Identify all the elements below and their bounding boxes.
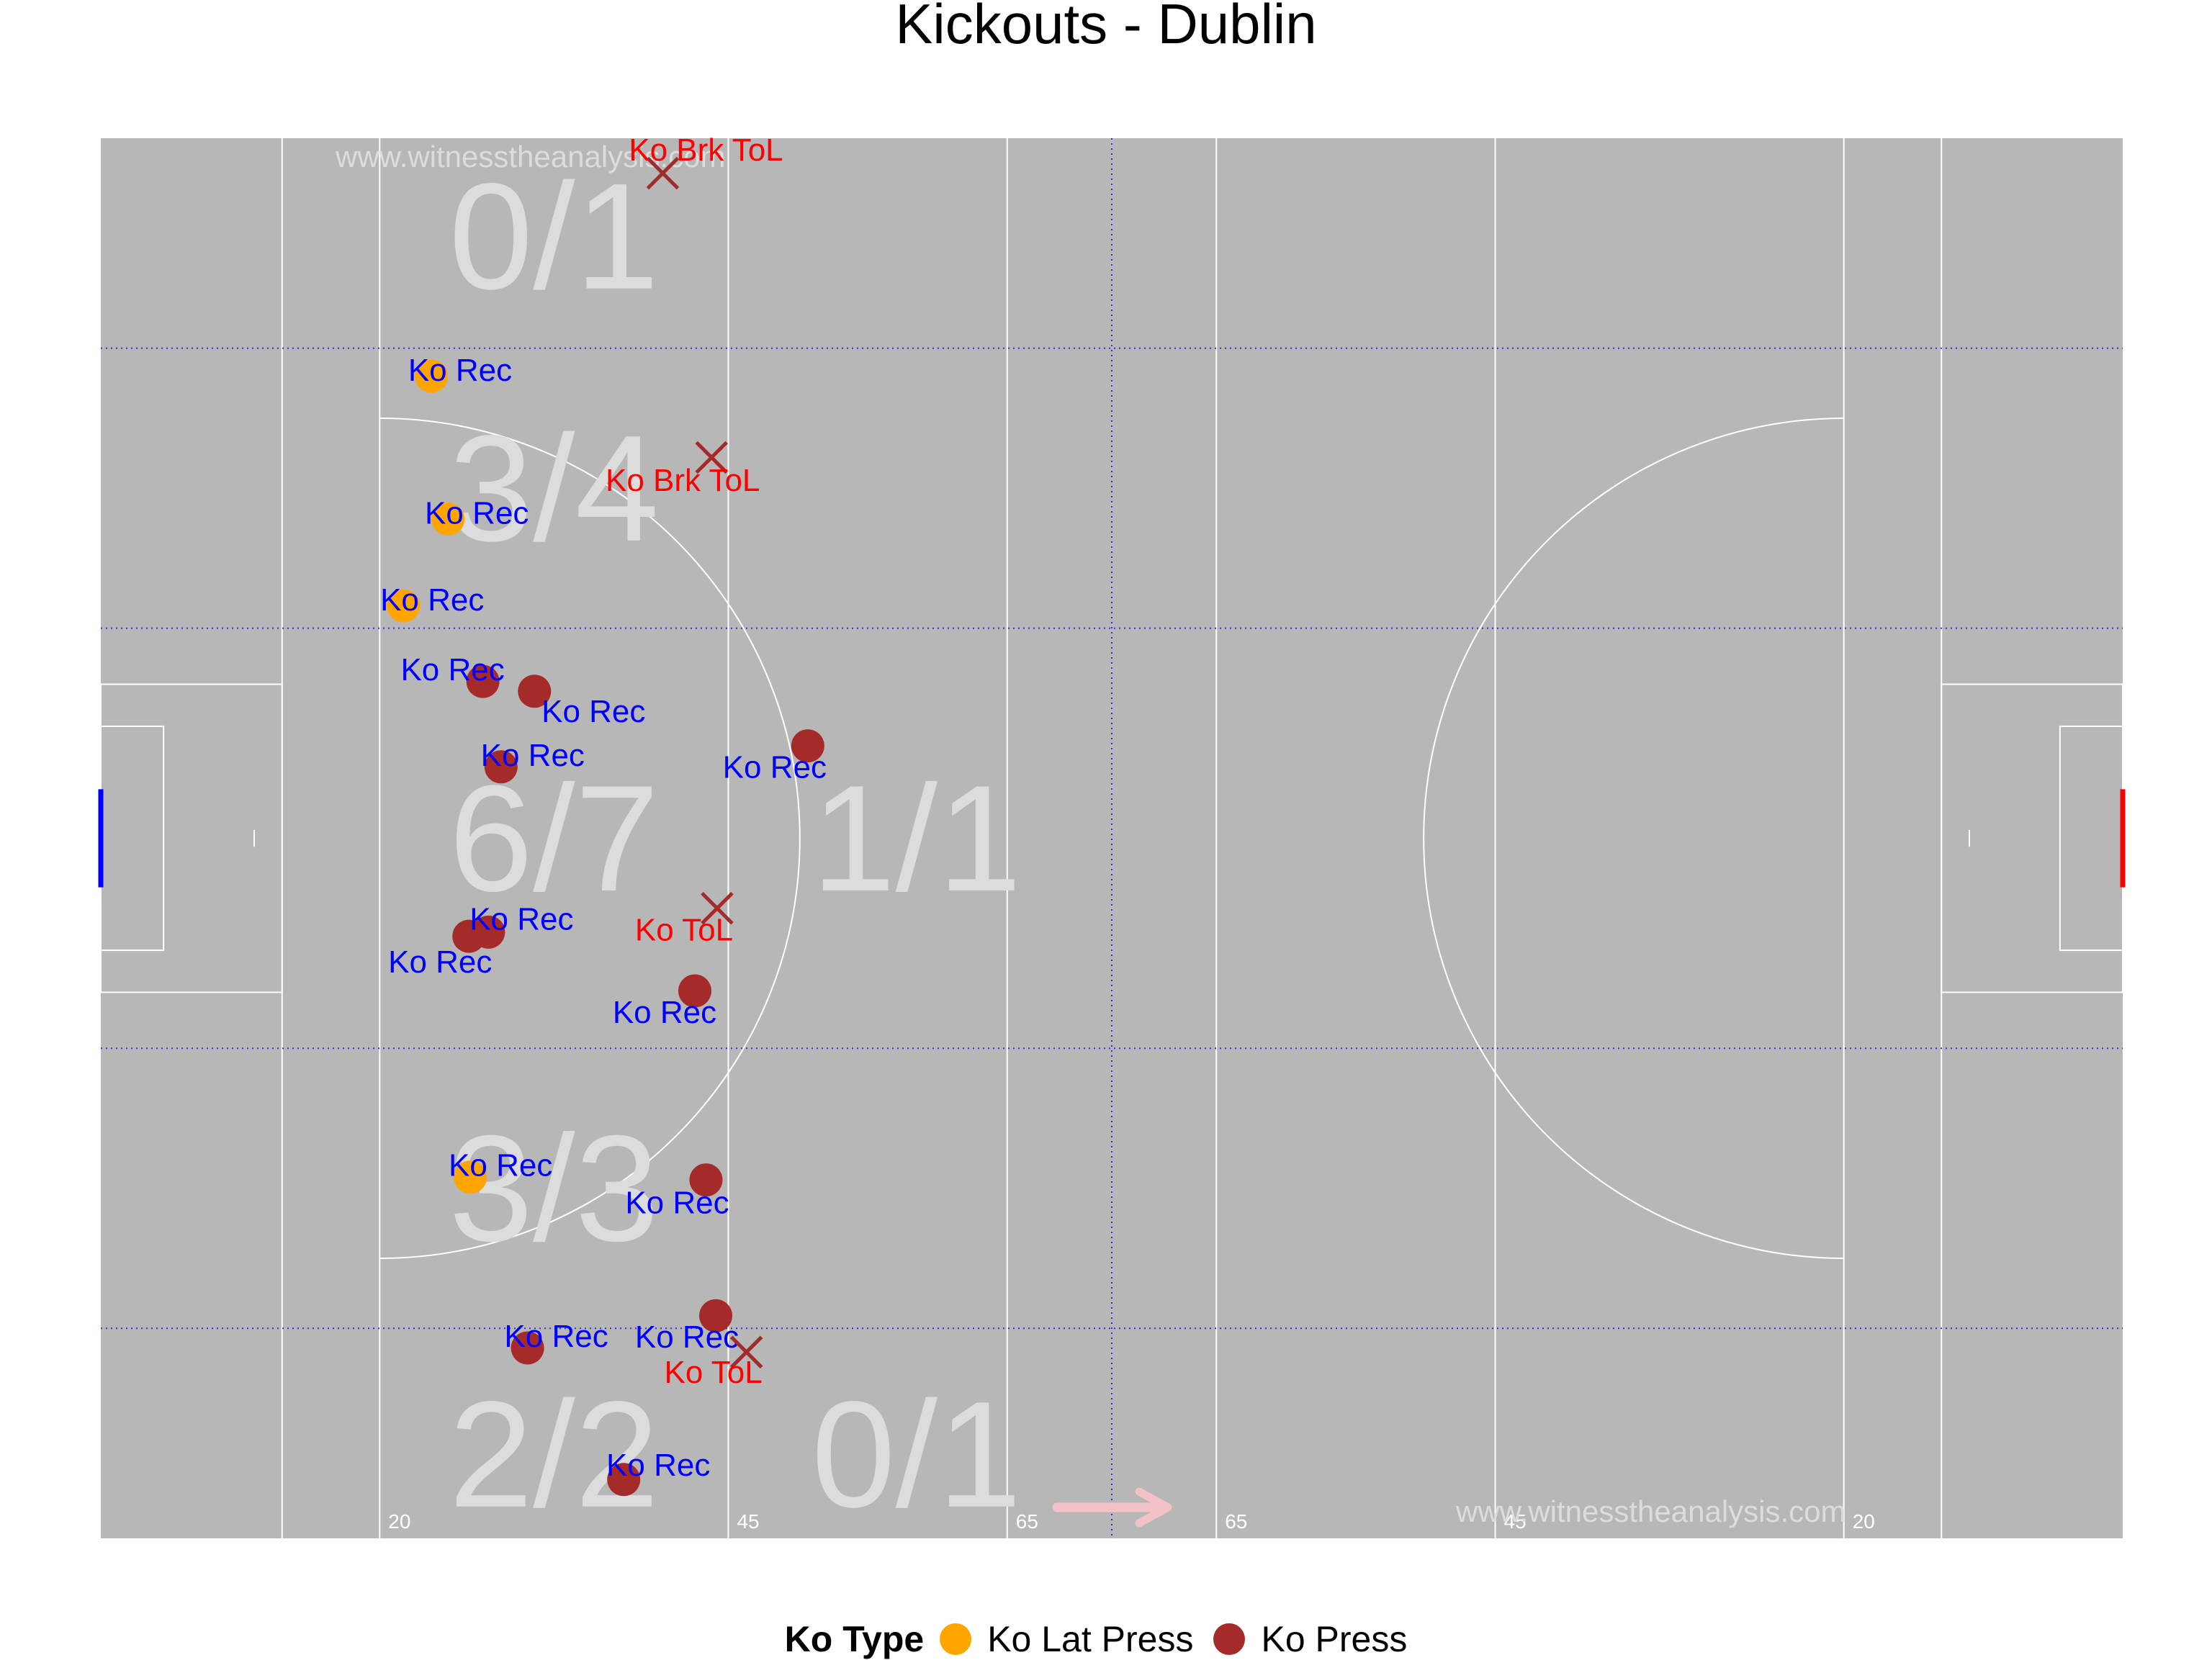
legend-swatch-lat-press: [940, 1623, 972, 1655]
loss-label: Ko ToL: [665, 1355, 763, 1390]
legend-label-press: Ko Press: [1261, 1619, 1408, 1659]
kickout-point: [484, 750, 518, 784]
distance-markers: 20 45 65 65 45 20: [388, 1510, 1875, 1533]
legend-item-press: Ko Press: [1213, 1618, 1407, 1660]
legend-item-lat-press: Ko Lat Press: [940, 1618, 1193, 1660]
loss-label: Ko Brk ToL: [629, 132, 783, 168]
kickout-point: [791, 729, 824, 763]
kickout-point-label: Ko Rec: [613, 995, 716, 1030]
kickout-point: [607, 1463, 641, 1497]
kickout-point-label: Ko Rec: [400, 652, 504, 687]
zone-score-label: 6/7: [449, 754, 659, 923]
legend-title: Ko Type: [784, 1619, 925, 1659]
loss-cross: [729, 1335, 763, 1369]
watermarks: www.witnesstheanalysis.com www.witnessth…: [335, 140, 1846, 1528]
kickout-point-label: Ko Rec: [481, 738, 585, 773]
pitch-markings: [98, 138, 2126, 1538]
kickout-losses: Ko Brk ToL Ko Brk ToL Ko ToL Ko ToL: [606, 132, 783, 1390]
kickout-point-label: Ko Rec: [625, 1186, 729, 1221]
kickout-point: [511, 1331, 544, 1365]
attack-direction-arrow: [1052, 1487, 1172, 1528]
kickout-point-label: Ko Rec: [606, 1448, 710, 1483]
zone-score-labels: 0/1 3/4 6/7 1/1 3/3 2/2 0/1: [449, 152, 1021, 1539]
loss-cross: [695, 441, 728, 474]
loss-label: Ko Brk ToL: [606, 463, 760, 498]
zone-score-label: 3/4: [449, 404, 659, 573]
kickout-point-label: Ko Rec: [408, 353, 512, 388]
kickout-point-label: Ko Rec: [449, 1148, 552, 1183]
kickout-point-label: Ko Rec: [723, 750, 827, 785]
kickout-points: Ko Rec Ko Rec Ko Rec Ko Rec Ko Rec Ko Rec Ko R…: [380, 353, 827, 1497]
legend-swatch-press: [1213, 1623, 1246, 1655]
kickout-point: [431, 502, 465, 536]
kickout-point-label: Ko Rec: [380, 582, 484, 618]
distance-marker: 45: [1504, 1510, 1527, 1533]
chart-title: Kickouts - Dublin: [895, 0, 1317, 55]
arc-left: [379, 418, 801, 1259]
kickout-point: [678, 974, 711, 1008]
kickout-point: [387, 589, 421, 623]
kickout-point: [689, 1163, 723, 1197]
zone-grid: [101, 138, 2123, 1538]
zone-score-label: 3/3: [449, 1104, 659, 1273]
loss-cross: [701, 891, 734, 925]
legend-label-lat-press: Ko Lat Press: [987, 1619, 1194, 1659]
zone-score-label: 0/1: [811, 1370, 1022, 1539]
legend: Ko Type Ko Lat Press Ko Press: [0, 1618, 2212, 1660]
kickout-point: [518, 675, 552, 708]
kickout-point: [454, 1160, 487, 1194]
kickout-point-label: Ko Rec: [635, 1320, 739, 1355]
loss-cross: [646, 156, 680, 190]
watermark-top: www.witnesstheanalysis.com: [335, 140, 726, 173]
kickout-point-label: Ko Rec: [504, 1319, 608, 1354]
kickout-point: [414, 359, 448, 393]
arrow-head: [1135, 1487, 1172, 1528]
kickout-point-label: Ko Rec: [425, 496, 529, 531]
arc-right: [1423, 418, 1844, 1259]
distance-marker: 20: [1853, 1510, 1875, 1533]
loss-label: Ko ToL: [635, 912, 733, 947]
kickout-point: [466, 664, 500, 698]
zone-score-label: 2/2: [449, 1370, 659, 1539]
distance-marker: 20: [388, 1510, 410, 1533]
kickout-point-label: Ko Rec: [469, 901, 573, 937]
distance-marker: 45: [737, 1510, 759, 1533]
kickout-point-label: Ko Rec: [388, 944, 492, 980]
distance-marker: 65: [1225, 1510, 1247, 1533]
kickout-point: [699, 1299, 733, 1332]
distance-marker: 65: [1016, 1510, 1038, 1533]
kickout-point-label: Ko Rec: [541, 694, 645, 729]
kickout-point: [452, 919, 486, 953]
zone-score-label: 1/1: [811, 754, 1022, 923]
zone-score-label: 0/1: [449, 152, 659, 321]
watermark-bottom: www.witnesstheanalysis.com: [1455, 1494, 1846, 1528]
